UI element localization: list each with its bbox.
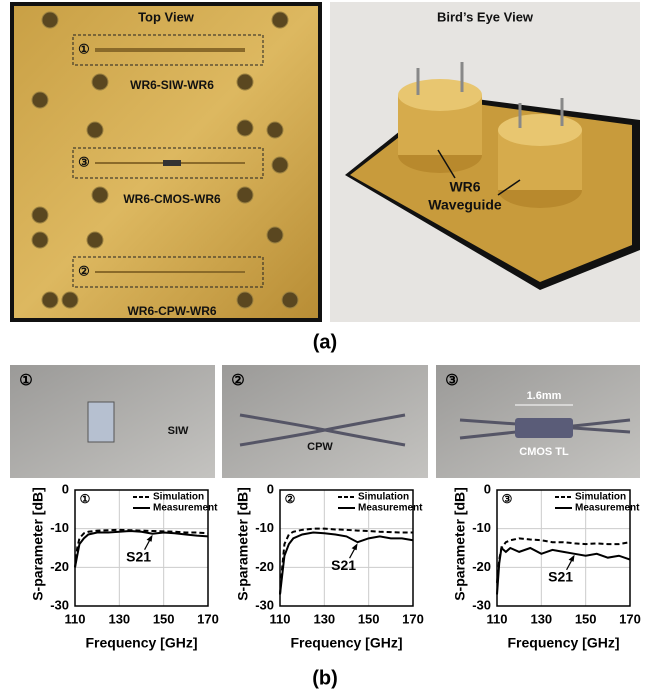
figure: Top View ① ③ ② WR6-SIW-WR6 WR6-CMOS-WR6 … [0, 0, 649, 692]
marker: ① [19, 372, 32, 389]
device-label: WR6-CPW-WR6 [127, 304, 216, 318]
device-label: WR6-SIW-WR6 [130, 78, 214, 92]
hole [42, 12, 58, 28]
hole [282, 292, 298, 308]
legend-label: Measurement [153, 503, 218, 514]
y-tick-label: -10 [472, 520, 491, 535]
panel-label: (b) [312, 667, 338, 689]
x-axis-label: Frequency [GHz] [290, 635, 402, 651]
marker: ③ [445, 372, 458, 389]
annotation: S21 [331, 557, 356, 573]
x-tick-label: 130 [108, 611, 130, 626]
marker: ③ [78, 154, 90, 169]
y-tick-label: 0 [267, 481, 274, 496]
hole [92, 187, 108, 203]
hole [62, 292, 78, 308]
y-axis-label: S-parameter [dB] [235, 487, 251, 601]
label: Waveguide [428, 197, 502, 213]
x-tick-label: 130 [313, 611, 335, 626]
legend-label: Simulation [358, 492, 409, 503]
x-tick-label: 110 [270, 611, 291, 626]
legend-label: Simulation [575, 492, 626, 503]
label: CPW [307, 441, 333, 453]
birds-eye-photo: Bird’s Eye View WR6 Waveguide [330, 2, 640, 322]
y-tick-label: -20 [472, 559, 491, 574]
x-tick-label: 110 [65, 611, 86, 626]
hole [267, 122, 283, 138]
marker: ② [231, 372, 244, 389]
y-tick-label: -10 [50, 520, 69, 535]
label: WR6 [449, 179, 480, 195]
photo-title: Top View [138, 9, 195, 24]
y-tick-label: -30 [50, 597, 69, 612]
legend-label: Simulation [153, 492, 204, 503]
hole [237, 187, 253, 203]
y-tick-label: -20 [50, 559, 69, 574]
legend-label: Measurement [575, 503, 640, 514]
x-axis-label: Frequency [GHz] [507, 635, 619, 651]
x-tick-label: 150 [358, 611, 380, 626]
y-tick-label: -30 [472, 597, 491, 612]
y-tick-label: 0 [62, 481, 69, 496]
y-tick-label: 0 [484, 481, 491, 496]
y-tick-label: -20 [255, 559, 274, 574]
annotation-arrowhead [352, 543, 358, 550]
label: SIW [168, 425, 189, 437]
annotation: S21 [126, 548, 151, 564]
x-tick-label: 150 [575, 611, 597, 626]
device-label: WR6-CMOS-WR6 [123, 192, 221, 206]
hole [42, 292, 58, 308]
hole [237, 292, 253, 308]
panel-label: (a) [313, 331, 337, 353]
y-tick-label: -30 [255, 597, 274, 612]
hole [267, 227, 283, 243]
hole [87, 122, 103, 138]
hole [92, 74, 108, 90]
y-axis-label: S-parameter [dB] [30, 487, 46, 601]
hole [272, 12, 288, 28]
x-axis-label: Frequency [GHz] [85, 635, 197, 651]
closeup-photo: ③ 1.6mm CMOS TL [436, 365, 640, 478]
dimension: 1.6mm [527, 390, 562, 402]
photo-title: Bird’s Eye View [437, 9, 534, 24]
hole [32, 232, 48, 248]
x-tick-label: 170 [619, 611, 641, 626]
annotation: S21 [548, 569, 573, 585]
x-tick-label: 170 [197, 611, 219, 626]
hole [272, 157, 288, 173]
annotation-arrowhead [569, 555, 575, 562]
closeup-photo: ② CPW [222, 365, 428, 478]
closeup-photo: ① SIW [10, 365, 215, 478]
hole [237, 120, 253, 136]
top-view-photo: Top View ① ③ ② WR6-SIW-WR6 WR6-CMOS-WR6 … [10, 2, 322, 322]
marker: ② [78, 263, 90, 278]
legend-label: Measurement [358, 503, 423, 514]
x-tick-label: 170 [402, 611, 424, 626]
x-tick-label: 150 [153, 611, 175, 626]
annotation-marker: ② [285, 492, 296, 506]
hole [32, 92, 48, 108]
hole [32, 207, 48, 223]
annotation-marker: ③ [502, 492, 513, 506]
annotation-marker: ① [80, 492, 91, 506]
x-tick-label: 110 [487, 611, 508, 626]
y-tick-label: -10 [255, 520, 274, 535]
label: CMOS TL [519, 446, 569, 458]
hole [237, 74, 253, 90]
y-axis-label: S-parameter [dB] [452, 487, 468, 601]
marker: ① [78, 41, 90, 56]
annotation-arrowhead [147, 535, 153, 542]
x-tick-label: 130 [530, 611, 552, 626]
hole [87, 232, 103, 248]
